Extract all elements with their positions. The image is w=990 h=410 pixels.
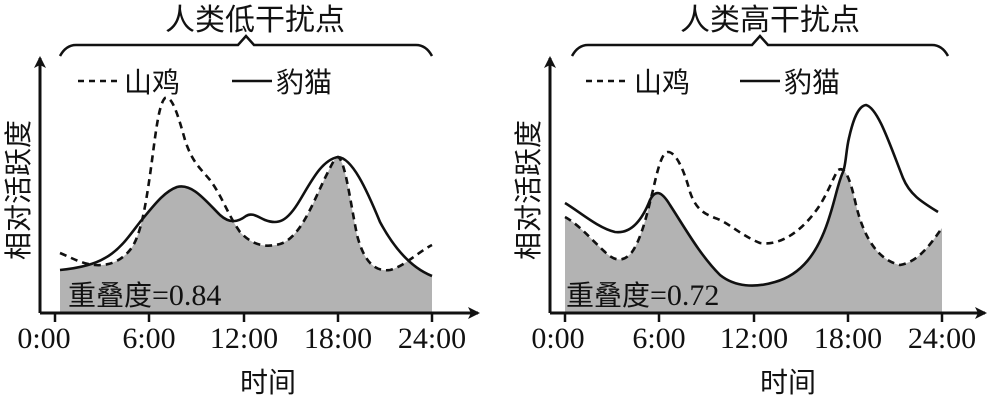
x-ticks bbox=[53, 313, 434, 322]
legend: 山鸡 豹猫 bbox=[78, 66, 332, 99]
line-pheasant bbox=[564, 150, 944, 267]
x-tick-label: 24:00 bbox=[398, 322, 466, 355]
x-tick-label: 0:00 bbox=[531, 322, 584, 355]
x-tick-label: 6:00 bbox=[632, 322, 685, 355]
x-tick-label: 12:00 bbox=[210, 322, 278, 355]
x-tick-label: 18:00 bbox=[814, 322, 882, 355]
legend-label-pheasant: 山鸡 bbox=[634, 66, 690, 99]
line-leopard-cat bbox=[564, 103, 939, 287]
x-tick-label: 18:00 bbox=[304, 322, 372, 355]
x-axis-label: 时间 bbox=[240, 366, 296, 399]
chart-low-disturbance: 人类低干扰点 山鸡 豹猫 重叠度=0.84 0:00 bbox=[2, 3, 480, 399]
y-axis-label: 相对活跃度 bbox=[512, 120, 545, 260]
brace-icon bbox=[58, 34, 434, 57]
chart-high-disturbance: 人类高干扰点 山鸡 豹猫 重叠度=0.72 0:00 6:00 12:00 18… bbox=[512, 3, 987, 399]
line-pheasant bbox=[59, 96, 433, 272]
legend-label-leopard-cat: 豹猫 bbox=[784, 66, 840, 99]
line-leopard-cat bbox=[59, 155, 433, 278]
overlap-annotation: 重叠度=0.84 bbox=[68, 279, 221, 312]
legend-label-leopard-cat: 豹猫 bbox=[276, 66, 332, 99]
x-tick-label: 6:00 bbox=[122, 322, 175, 355]
brace-icon bbox=[570, 34, 950, 57]
x-tick-label: 12:00 bbox=[720, 322, 788, 355]
overlap-annotation: 重叠度=0.72 bbox=[566, 279, 719, 312]
x-ticks bbox=[563, 313, 944, 322]
x-tick-label: 0:00 bbox=[17, 322, 70, 355]
legend-label-pheasant: 山鸡 bbox=[124, 66, 180, 99]
legend: 山鸡 豹猫 bbox=[586, 66, 840, 99]
x-tick-label: 24:00 bbox=[908, 322, 976, 355]
chart-title: 人类低干扰点 bbox=[165, 3, 345, 38]
y-axis-label: 相对活跃度 bbox=[2, 120, 35, 260]
overlap-area bbox=[60, 157, 432, 313]
chart-title: 人类高干扰点 bbox=[680, 3, 860, 38]
x-axis-label: 时间 bbox=[760, 366, 816, 399]
